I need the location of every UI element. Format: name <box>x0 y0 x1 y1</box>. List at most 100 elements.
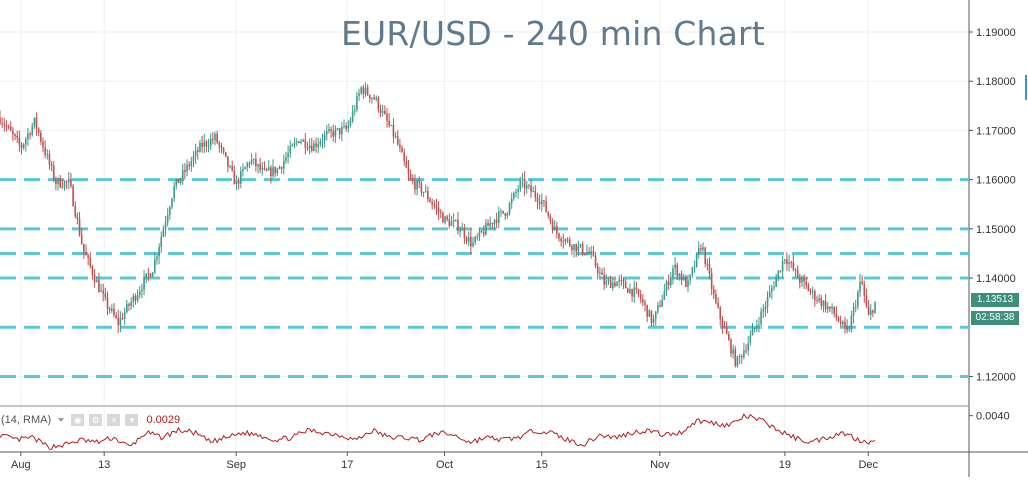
candle-body <box>319 141 322 145</box>
candle-body <box>9 126 12 131</box>
candle-body <box>450 221 453 226</box>
candle-body <box>48 154 51 165</box>
candle-body <box>807 285 810 292</box>
candle-body <box>194 150 197 157</box>
candle-body <box>384 110 386 114</box>
candle-body <box>326 131 328 135</box>
candle-body <box>143 277 145 290</box>
candle-body <box>657 305 659 312</box>
candle-body <box>799 277 801 283</box>
candle-body <box>603 274 605 285</box>
candle-body <box>267 167 270 171</box>
candle-body <box>498 211 500 223</box>
candle-body <box>764 306 767 310</box>
candle-body <box>270 167 272 177</box>
candle-body <box>715 294 717 303</box>
candle-body <box>164 222 167 229</box>
candle-body <box>126 303 128 313</box>
candle-body <box>728 334 730 340</box>
candle-body <box>760 311 762 325</box>
candle-body <box>199 142 201 152</box>
indicator-legend: (14, RMA) ◉ ⚙ × ▾ 0.0029 <box>1 414 180 427</box>
candle-body <box>637 289 640 295</box>
candle-body <box>545 201 547 212</box>
candle-body <box>175 179 178 187</box>
candle-body <box>358 93 360 96</box>
candle-body <box>46 154 49 156</box>
candle-body <box>158 246 160 257</box>
candle-body <box>730 339 732 354</box>
candle-body <box>390 124 393 126</box>
candle-body <box>332 131 335 137</box>
candle-body <box>820 298 823 306</box>
candle-body <box>732 349 734 354</box>
candle-body <box>743 350 745 358</box>
candle-body <box>119 317 122 326</box>
indicator-visibility-icon[interactable]: ◉ <box>71 414 85 427</box>
candle-body <box>568 239 571 246</box>
candle-body <box>108 308 111 311</box>
x-tick-label: 17 <box>341 459 353 471</box>
candle-body <box>42 141 44 148</box>
candle-body <box>396 136 399 145</box>
indicator-settings-icon[interactable]: ⚙ <box>89 414 103 427</box>
candle-body <box>338 128 341 135</box>
candle-body <box>308 145 311 149</box>
x-tick-label: 15 <box>536 459 548 471</box>
candle-body <box>465 238 468 242</box>
candle-body <box>487 223 489 227</box>
candle-body <box>261 168 264 170</box>
candle-body <box>160 236 163 247</box>
candle-body <box>560 238 562 242</box>
candle-body <box>639 294 642 300</box>
y-tick-label: 1.14000 <box>976 273 1016 285</box>
candle-body <box>525 185 528 189</box>
candle-body <box>285 157 287 161</box>
candle-body <box>566 239 569 241</box>
candle-body <box>33 117 36 127</box>
candle-body <box>102 290 104 294</box>
indicator-dropdown-icon[interactable] <box>58 417 65 422</box>
candle-body <box>796 269 799 278</box>
x-tick-label: Oct <box>436 459 453 471</box>
candle-body <box>736 356 739 366</box>
candle-body <box>321 140 324 142</box>
y-tick-label: 1.19000 <box>976 27 1016 39</box>
candle-body <box>83 243 85 252</box>
candle-body <box>474 237 476 243</box>
candle-body <box>55 179 57 184</box>
candle-body <box>869 310 872 315</box>
candle-body <box>188 164 190 167</box>
indicator-more-icon[interactable]: ▾ <box>125 414 139 427</box>
candle-body <box>773 286 775 289</box>
candle-body <box>145 273 147 278</box>
y-tick-label: 1.15000 <box>976 224 1016 236</box>
candle-body <box>622 280 625 282</box>
candle-body <box>558 233 560 239</box>
indicator-remove-icon[interactable]: × <box>107 414 121 427</box>
candle-body <box>263 168 266 170</box>
candle-body <box>227 156 229 167</box>
candle-body <box>848 329 851 331</box>
candle-body <box>779 270 782 272</box>
candle-body <box>91 266 94 276</box>
y-tick-label: 1.17000 <box>976 125 1016 137</box>
candle-body <box>44 147 46 155</box>
candle-body <box>528 185 530 187</box>
candle-body <box>790 262 792 264</box>
candle-body <box>605 280 608 285</box>
candle-body <box>691 267 694 275</box>
candle-body <box>624 281 627 289</box>
candle-body <box>341 127 343 135</box>
candle-body <box>672 268 674 277</box>
candle-body <box>147 273 150 275</box>
candle-body <box>386 113 388 121</box>
candle-body <box>805 281 808 286</box>
candle-body <box>433 204 436 206</box>
candle-body <box>670 276 672 286</box>
scale-scroll-handle[interactable] <box>1025 75 1027 100</box>
candle-body <box>650 310 653 324</box>
candle-body <box>16 135 18 138</box>
candle-body <box>801 278 803 283</box>
